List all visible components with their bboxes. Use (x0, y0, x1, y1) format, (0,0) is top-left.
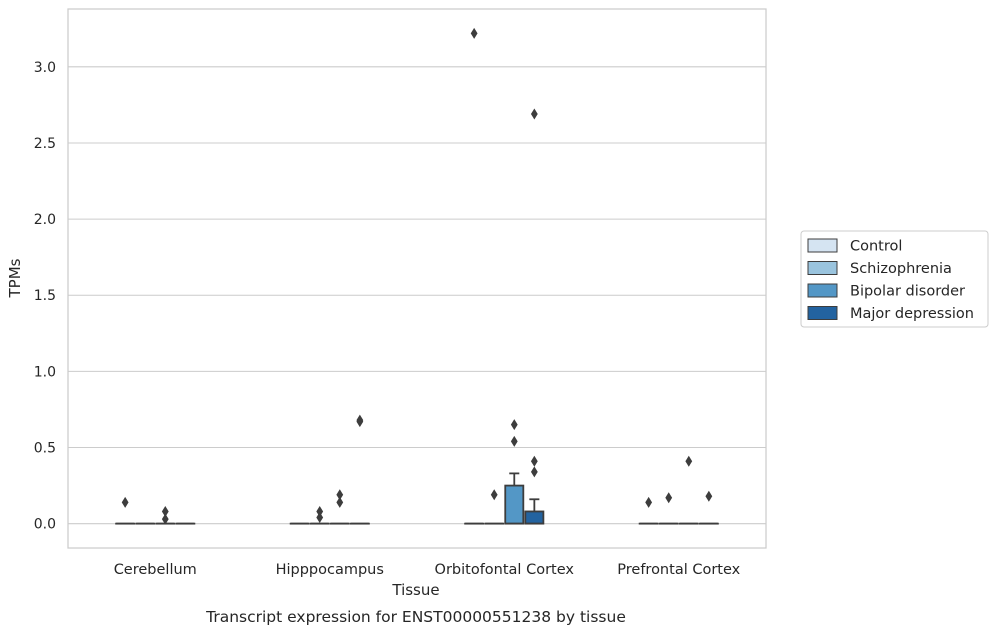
outlier-point (705, 490, 713, 502)
outlier-point (121, 496, 129, 508)
outlier-point (336, 489, 344, 501)
outlier-point (316, 512, 324, 524)
chart-caption: Transcript expression for ENST0000055123… (205, 608, 626, 626)
x-tick-label: Prefrontal Cortex (617, 562, 740, 578)
x-tick-label: Cerebellum (114, 562, 197, 578)
y-tick-label: 3.0 (34, 60, 56, 76)
y-tick-label: 2.0 (34, 212, 56, 228)
y-tick-label: 1.5 (34, 288, 56, 304)
outlier-point (161, 513, 169, 525)
box-1-2 (484, 489, 505, 525)
box-2-2 (504, 419, 525, 525)
legend-label: Schizophrenia (850, 261, 952, 277)
grid-lines (68, 66, 766, 525)
box-2-0 (155, 505, 176, 525)
outlier-point (316, 505, 324, 517)
outlier-point (510, 435, 518, 447)
box-marks (115, 27, 719, 525)
x-tick-label: Hipppocampus (276, 562, 384, 578)
legend-label: Major depression (850, 306, 974, 322)
box-3-2 (524, 108, 545, 525)
outlier-point (470, 27, 478, 39)
outlier-point (685, 455, 693, 467)
outlier-point (490, 489, 498, 501)
box-2-1 (329, 489, 350, 525)
outlier-point (530, 455, 538, 467)
y-tick-label: 0.0 (34, 517, 56, 533)
x-axis-label: Tissue (391, 581, 439, 599)
box-3-1 (349, 414, 370, 525)
legend-swatch (807, 261, 838, 275)
outlier-point (356, 414, 364, 426)
y-tick-label: 0.5 (34, 441, 56, 457)
box-3-3 (698, 490, 719, 525)
box-1-1 (309, 505, 330, 525)
outlier-point (161, 505, 169, 517)
legend-label: Control (850, 239, 902, 255)
y-tick-label: 2.5 (34, 136, 56, 152)
y-tick-label: 1.0 (34, 364, 56, 380)
legend-swatch (807, 306, 838, 320)
box-body (504, 484, 525, 525)
box-0-2 (464, 27, 485, 525)
legend-swatch (807, 283, 838, 298)
plot-frame (67, 8, 767, 549)
outlier-point (530, 466, 538, 478)
outlier-point (530, 108, 538, 120)
outlier-point (665, 492, 673, 504)
outlier-point (510, 419, 518, 431)
legend-label: Bipolar disorder (850, 284, 965, 300)
box-0-0 (115, 496, 136, 525)
box-0-3 (638, 496, 659, 525)
outlier-point (336, 496, 344, 508)
box-body (524, 510, 545, 525)
legend-frame (800, 230, 989, 328)
outlier-point (645, 496, 653, 508)
legend: Control Schizophrenia Bipolar disorder Majo… (800, 230, 989, 328)
x-tick-label: Orbitofontal Cortex (435, 562, 575, 578)
y-axis-label: TPMs (6, 258, 24, 298)
y-axis-ticks: 0.0 0.5 1.0 1.5 2.0 2.5 3.0 (34, 60, 56, 533)
x-axis-ticks: Cerebellum Hipppocampus Orbitofontal Corte… (114, 562, 741, 578)
box-2-3 (678, 455, 699, 525)
box-1-3 (658, 492, 679, 525)
legend-swatch (807, 238, 838, 253)
